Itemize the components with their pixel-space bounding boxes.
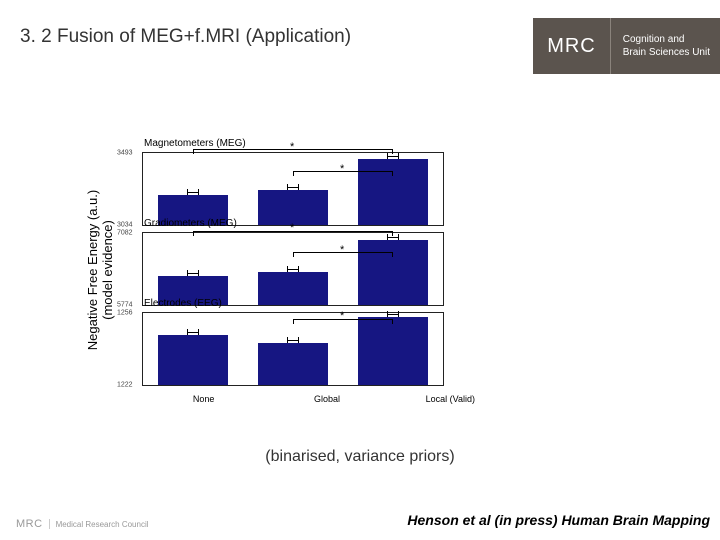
ytick: 3493 bbox=[117, 150, 133, 157]
ytick: 1256 bbox=[117, 310, 133, 317]
error-bar bbox=[187, 329, 199, 335]
significance-star: * bbox=[290, 141, 294, 153]
bar-group bbox=[343, 233, 443, 305]
bar bbox=[358, 240, 428, 305]
footer-text: Medical Research Council bbox=[56, 520, 149, 529]
bar-group bbox=[343, 153, 443, 225]
footer-logo: MRC Medical Research Council bbox=[16, 518, 149, 530]
bars-row bbox=[143, 153, 443, 225]
bar bbox=[358, 317, 428, 385]
chart-panels: Magnetometers (MEG)34933034**Gradiometer… bbox=[120, 150, 450, 390]
x-axis-label: None bbox=[142, 394, 265, 404]
x-axis-label: Local (Valid) bbox=[389, 394, 512, 404]
significance-star: * bbox=[340, 244, 344, 256]
error-bar bbox=[287, 266, 299, 272]
citation: Henson et al (in press) Human Brain Mapp… bbox=[407, 512, 710, 528]
chart-panel: Electrodes (EEG)12561222* bbox=[120, 310, 450, 388]
ytick: 1222 bbox=[117, 382, 133, 389]
bar-group bbox=[143, 153, 243, 225]
bar bbox=[158, 335, 228, 385]
mrc-logo-line2: Brain Sciences Unit bbox=[623, 46, 710, 59]
bar-group bbox=[243, 233, 343, 305]
ytick: 5774 bbox=[117, 302, 133, 309]
bar bbox=[258, 343, 328, 385]
bar bbox=[258, 190, 328, 225]
panel-title: Magnetometers (MEG) bbox=[144, 138, 246, 149]
y-axis-label-wrap: Negative Free Energy (a.u.) (model evide… bbox=[80, 150, 120, 390]
axis-box: 12561222* bbox=[142, 312, 444, 386]
ytick: 7082 bbox=[117, 230, 133, 237]
chart-subtitle: (binarised, variance priors) bbox=[0, 448, 720, 466]
panel-title: Gradiometers (MEG) bbox=[144, 218, 237, 229]
bar bbox=[258, 272, 328, 305]
x-axis-label: Global bbox=[265, 394, 388, 404]
mrc-logo: MRC Cognition and Brain Sciences Unit bbox=[533, 18, 720, 74]
chart-area: Negative Free Energy (a.u.) (model evide… bbox=[80, 150, 450, 390]
error-bar bbox=[187, 270, 199, 276]
y-axis-label: Negative Free Energy (a.u.) (model evide… bbox=[85, 190, 115, 350]
bar bbox=[358, 159, 428, 225]
axis-box: 34933034** bbox=[142, 152, 444, 226]
footer-mrc: MRC bbox=[16, 518, 43, 530]
error-bar bbox=[187, 189, 199, 195]
significance-star: * bbox=[290, 222, 294, 234]
ylabel-line1: Negative Free Energy (a.u.) bbox=[85, 190, 100, 350]
mrc-logo-line1: Cognition and bbox=[623, 33, 710, 46]
error-bar bbox=[287, 337, 299, 343]
error-bar bbox=[287, 184, 299, 190]
ylabel-line2: (model evidence) bbox=[100, 220, 115, 320]
bar-group bbox=[243, 153, 343, 225]
mrc-logo-sub: Cognition and Brain Sciences Unit bbox=[611, 33, 710, 59]
bars-row bbox=[143, 233, 443, 305]
x-axis-labels: NoneGlobalLocal (Valid) bbox=[142, 394, 512, 404]
bar-group bbox=[143, 313, 243, 385]
significance-star: * bbox=[340, 310, 344, 322]
chart-panel: Gradiometers (MEG)70825774** bbox=[120, 230, 450, 308]
panel-title: Electrodes (EEG) bbox=[144, 298, 222, 309]
mrc-logo-main: MRC bbox=[533, 18, 611, 74]
chart-panel: Magnetometers (MEG)34933034** bbox=[120, 150, 450, 228]
error-bar bbox=[387, 311, 399, 317]
ytick: 3034 bbox=[117, 222, 133, 229]
axis-box: 70825774** bbox=[142, 232, 444, 306]
bar-group bbox=[143, 233, 243, 305]
slide-title: 3. 2 Fusion of MEG+f.MRI (Application) bbox=[20, 26, 351, 48]
significance-star: * bbox=[340, 163, 344, 175]
